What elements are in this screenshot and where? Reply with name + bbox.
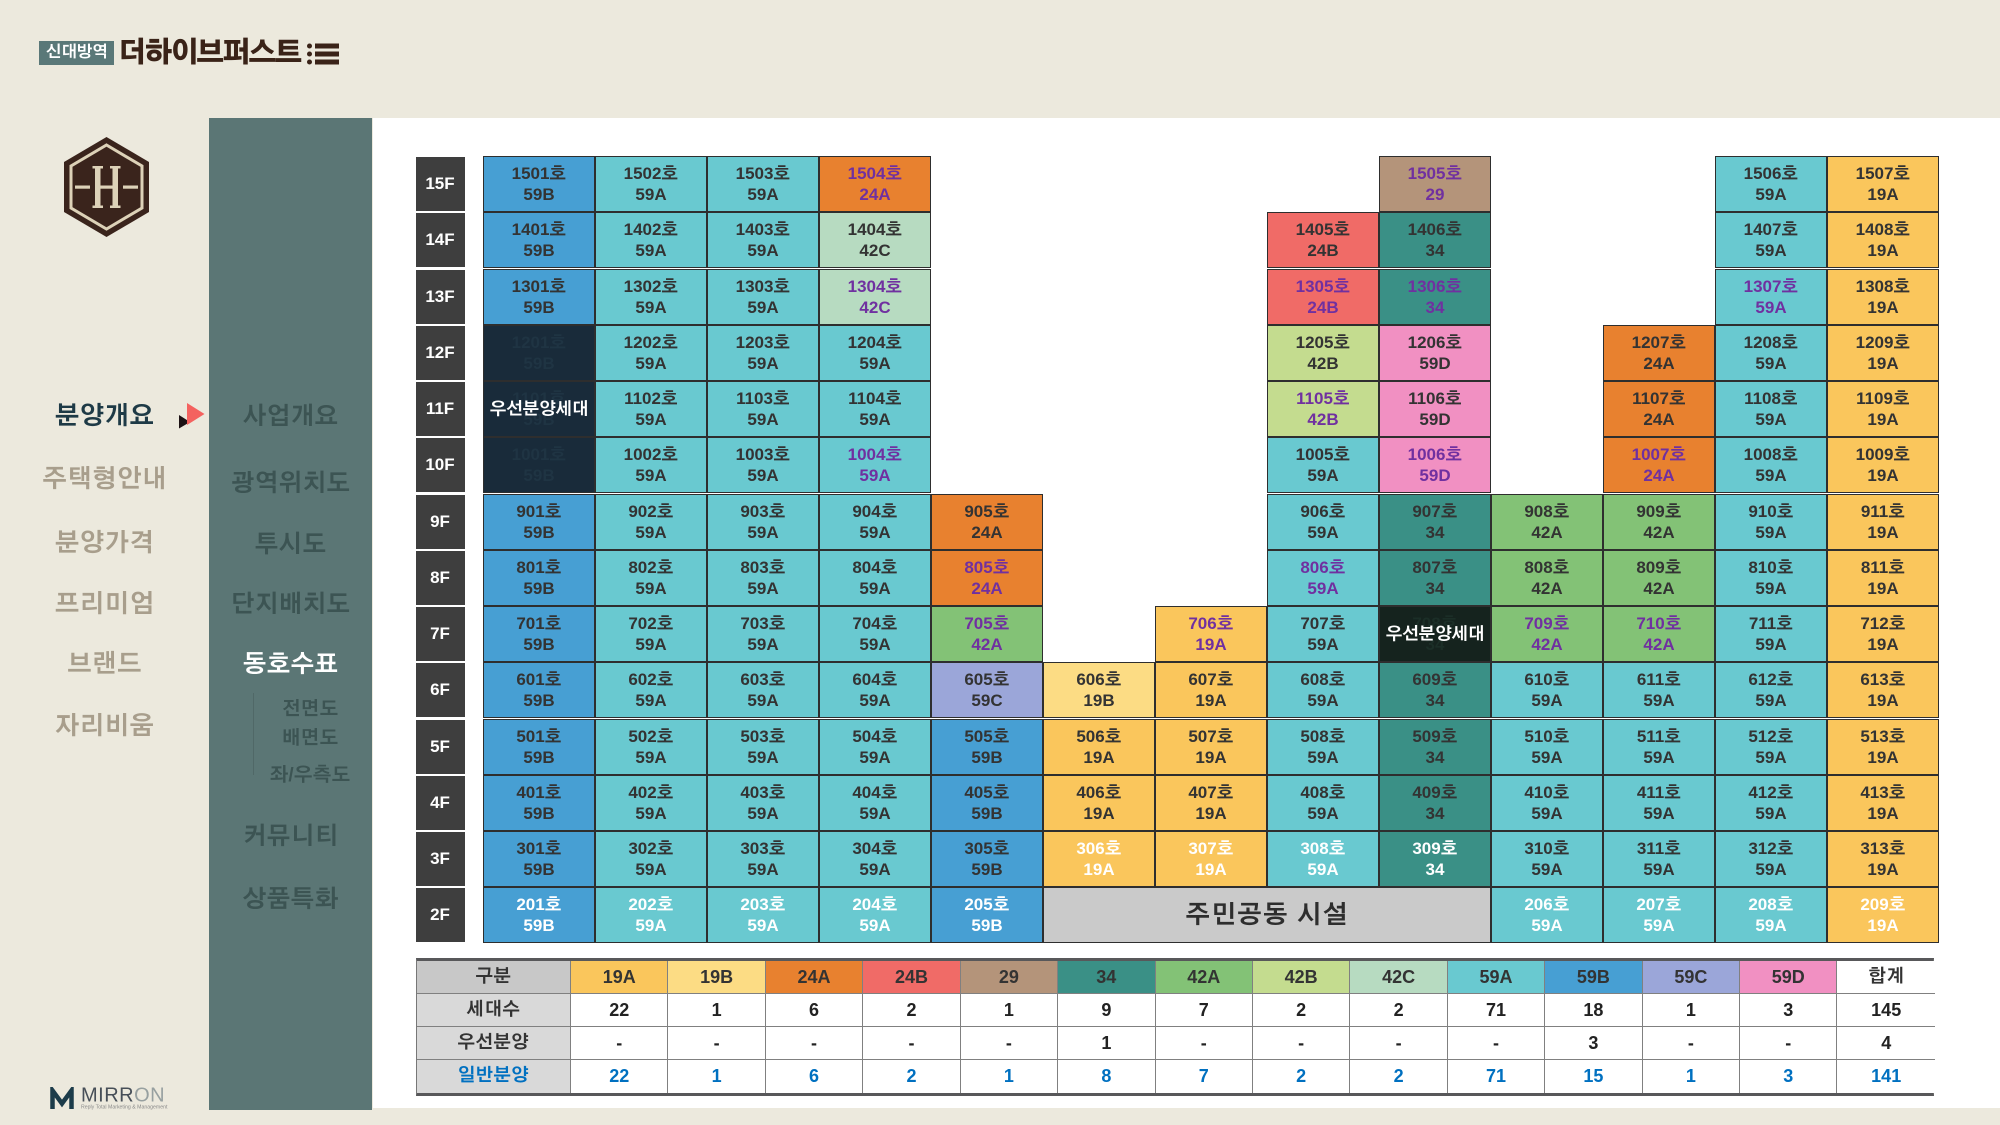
svg-text:MIRRON: MIRRON — [81, 1087, 165, 1107]
svg-text:Reply Total Marketing & Manage: Reply Total Marketing & Management — [81, 1105, 168, 1111]
